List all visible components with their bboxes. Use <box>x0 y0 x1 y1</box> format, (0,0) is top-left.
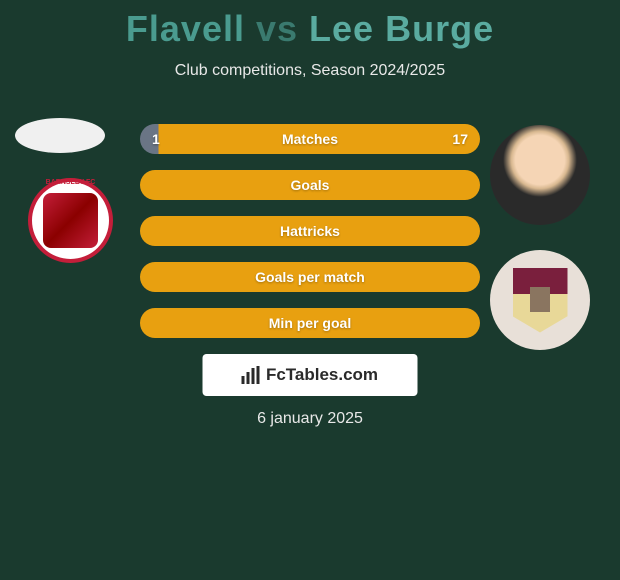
stat-left-value: 1 <box>152 131 160 147</box>
club-left-badge: BARNSLEY FC <box>28 178 113 263</box>
stat-bar-min-per-goal: Min per goal <box>140 308 480 338</box>
club-left-crest: BARNSLEY FC <box>43 193 98 248</box>
player-right-name: Lee Burge <box>309 8 494 49</box>
stat-label: Hattricks <box>280 223 340 239</box>
competition-subtitle: Club competitions, Season 2024/2025 <box>0 62 620 80</box>
comparison-title: Flavell vs Lee Burge <box>0 0 620 50</box>
stat-bar-hattricks: Hattricks <box>140 216 480 246</box>
stat-right-value: 17 <box>452 131 468 147</box>
stats-list: 1 Matches 17 Goals Hattricks Goals per m… <box>140 124 480 354</box>
stat-label: Goals <box>291 177 330 193</box>
stat-label: Goals per match <box>255 269 365 285</box>
player-right-avatar <box>490 125 590 225</box>
stat-bar-matches: 1 Matches 17 <box>140 124 480 154</box>
player-left-avatar <box>15 118 105 153</box>
watermark-badge: FcTables.com <box>203 354 418 396</box>
watermark-text: FcTables.com <box>266 365 378 385</box>
stat-label: Matches <box>282 131 338 147</box>
stat-bar-goals: Goals <box>140 170 480 200</box>
club-right-castle-icon <box>530 287 550 312</box>
date-label: 6 january 2025 <box>257 410 363 428</box>
club-right-badge <box>490 250 590 350</box>
stat-label: Min per goal <box>269 315 351 331</box>
club-left-name: BARNSLEY FC <box>46 179 96 186</box>
stat-bar-goals-per-match: Goals per match <box>140 262 480 292</box>
club-right-crest <box>513 268 568 333</box>
vs-separator: vs <box>256 8 298 49</box>
chart-icon <box>242 366 260 384</box>
player-left-name: Flavell <box>126 8 245 49</box>
